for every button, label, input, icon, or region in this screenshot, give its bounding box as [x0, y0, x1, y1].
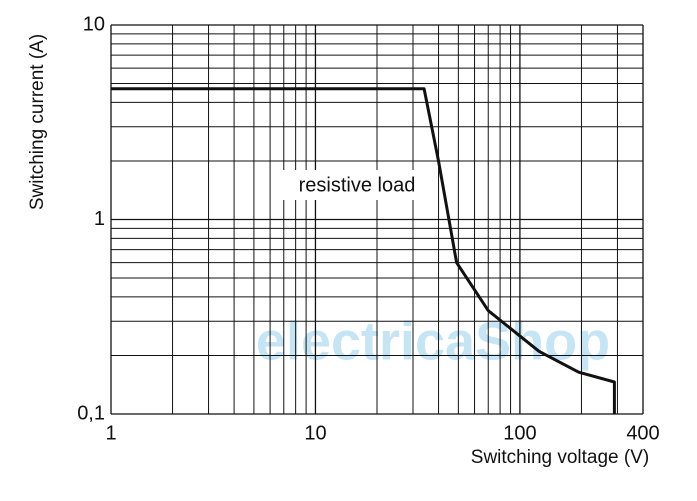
y-tick-label: 0,1 — [77, 402, 105, 424]
y-tick-label: 1 — [94, 208, 105, 230]
y-axis-label: Switching current (A) — [27, 34, 48, 210]
x-tick-label: 10 — [304, 422, 326, 444]
x-axis-label: Switching voltage (V) — [471, 447, 649, 468]
y-tick-label: 10 — [83, 13, 105, 35]
annotation-bg — [283, 170, 428, 200]
x-tick-label: 100 — [503, 422, 536, 444]
data-line — [111, 87, 616, 414]
annotation: resistive load — [299, 174, 416, 196]
x-tick-label: 1 — [105, 422, 116, 444]
x-tick-label: 400 — [626, 422, 659, 444]
